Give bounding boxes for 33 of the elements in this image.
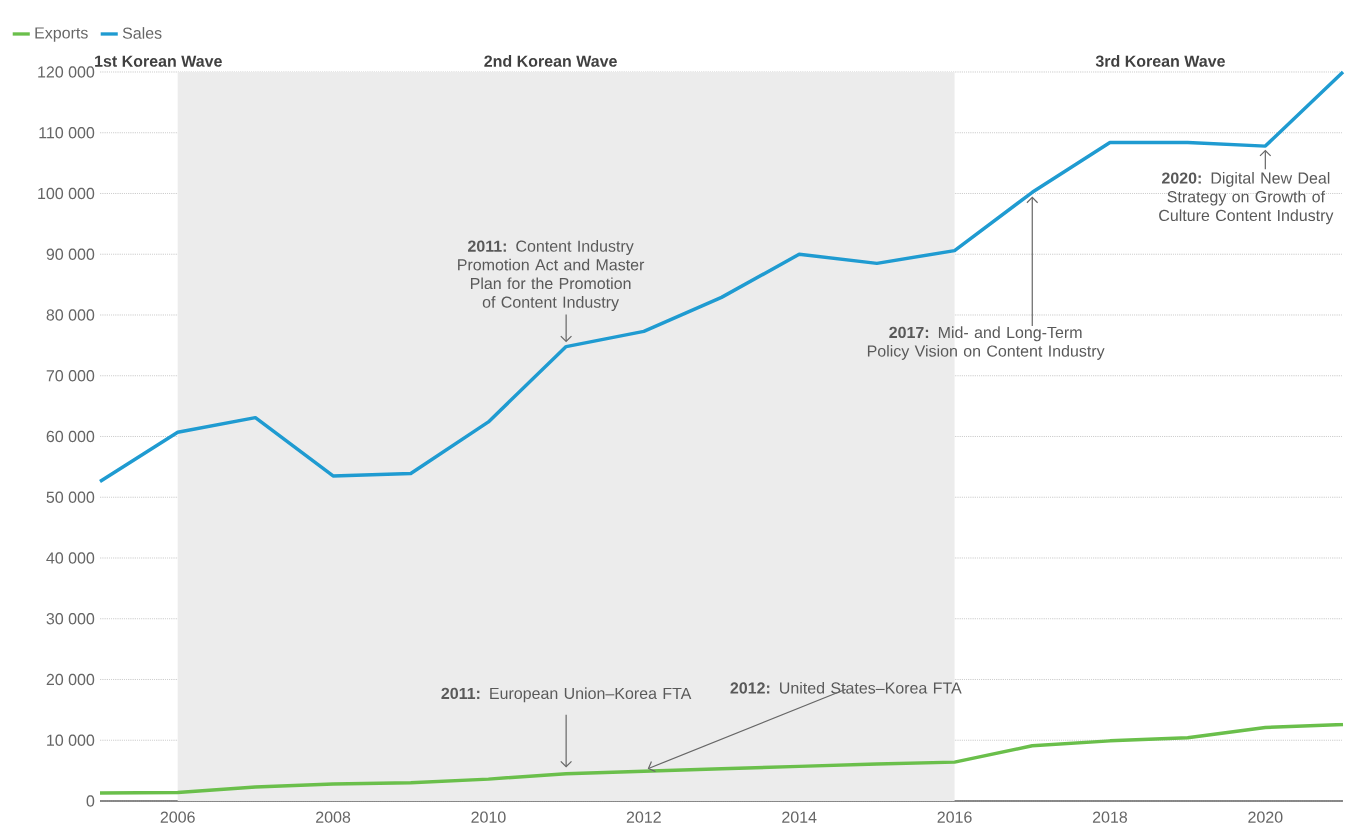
x-tick-label: 2010 bbox=[471, 811, 506, 823]
y-tick-label: 30 000 bbox=[46, 613, 95, 625]
x-tick-label: 2018 bbox=[1092, 811, 1128, 823]
y-tick-label: 50 000 bbox=[46, 491, 95, 503]
x-tick-label: 2016 bbox=[937, 811, 972, 823]
legend-label: Sales bbox=[122, 27, 162, 39]
y-tick-label: 20 000 bbox=[46, 673, 95, 686]
x-tick-label: 2006 bbox=[160, 811, 195, 823]
text: 1st Korean Wave bbox=[95, 55, 222, 67]
y-tick-label: 80 000 bbox=[46, 309, 95, 321]
y-tick-label: 110 000 bbox=[39, 127, 95, 139]
y-tick-label: 0 bbox=[86, 795, 95, 807]
legend-label: Exports bbox=[35, 27, 88, 42]
annotation: 2011: European Union–Korea FTA bbox=[441, 687, 692, 703]
y-tick-label: 90 000 bbox=[46, 248, 95, 260]
y-tick-label: 10 000 bbox=[47, 734, 95, 746]
x-tick-label: 2008 bbox=[316, 811, 351, 823]
annotation: 2020: Digital New Deal Strategy on Growth of Culture Content Industry bbox=[1159, 172, 1334, 225]
line-series bbox=[98, 70, 1345, 484]
annotation: 2012: United States–Korea FTA bbox=[730, 681, 962, 694]
x-tick-label: 2014 bbox=[782, 811, 817, 823]
annotation: 2017: Mid- and Long-Term Policy Vision on Content Industry bbox=[867, 326, 1105, 360]
text: 3rd Korean Wave bbox=[1095, 55, 1225, 67]
annotation: 2011: Content Industry Promotion Act and Master Plan for the Promotion of Content Industry bbox=[458, 240, 645, 311]
y-tick-label: 60 000 bbox=[46, 430, 95, 443]
band-label: 2nd Korean Wave bbox=[484, 55, 617, 67]
x-tick-label: 2020 bbox=[1248, 811, 1283, 823]
y-tick-label: 40 000 bbox=[46, 552, 95, 564]
x-tick-label: 2012 bbox=[626, 811, 661, 823]
y-tick-label: 120 000 bbox=[38, 66, 95, 78]
y-tick-label: 100 000 bbox=[38, 187, 95, 200]
y-tick-label: 70 000 bbox=[46, 370, 95, 382]
line-series bbox=[98, 722, 1345, 795]
